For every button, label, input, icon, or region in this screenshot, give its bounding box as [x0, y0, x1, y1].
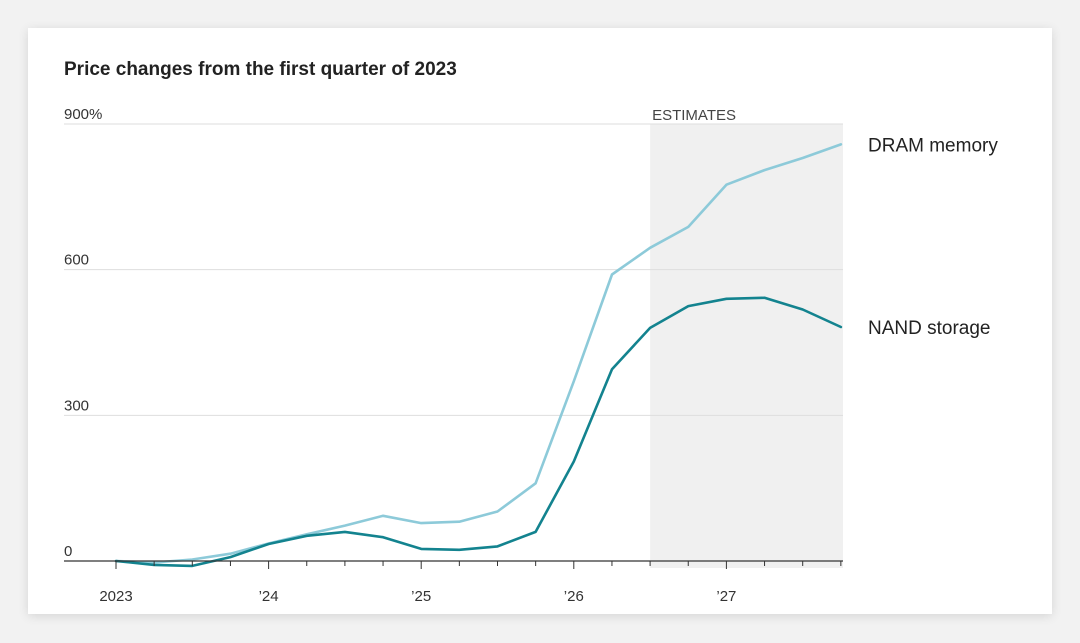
series-label-0: DRAM memory — [868, 135, 998, 156]
chart-title: Price changes from the first quarter of … — [64, 59, 457, 80]
estimates-band — [650, 124, 843, 568]
series-label-1: NAND storage — [868, 318, 991, 339]
series-layer — [114, 143, 843, 568]
x-axis: 2023 ’24 ’25 ’26 ’27 — [64, 560, 843, 605]
y-tick-label: 0 — [64, 543, 72, 560]
y-tick-label: 300 — [64, 397, 89, 414]
chart-svg: Price changes from the first quarter of … — [64, 59, 998, 605]
grid-layer: 0 300 600 900% — [64, 106, 843, 560]
y-tick-label: 900% — [64, 106, 102, 123]
label-layer: DRAM memory NAND storage — [868, 135, 998, 339]
series-line-1 — [114, 296, 843, 568]
y-tick-label: 600 — [64, 252, 89, 269]
chart-card: Price changes from the first quarter of … — [28, 28, 1052, 614]
x-tick-label: 2023 — [99, 588, 132, 605]
estimates-layer: ESTIMATES — [650, 107, 843, 568]
series-line-0 — [114, 143, 843, 564]
x-tick-label: ’25 — [411, 588, 431, 605]
x-tick-label: ’24 — [259, 588, 279, 605]
x-tick-label: ’26 — [564, 588, 584, 605]
x-tick-label: ’27 — [716, 588, 736, 605]
estimates-label: ESTIMATES — [652, 107, 736, 124]
